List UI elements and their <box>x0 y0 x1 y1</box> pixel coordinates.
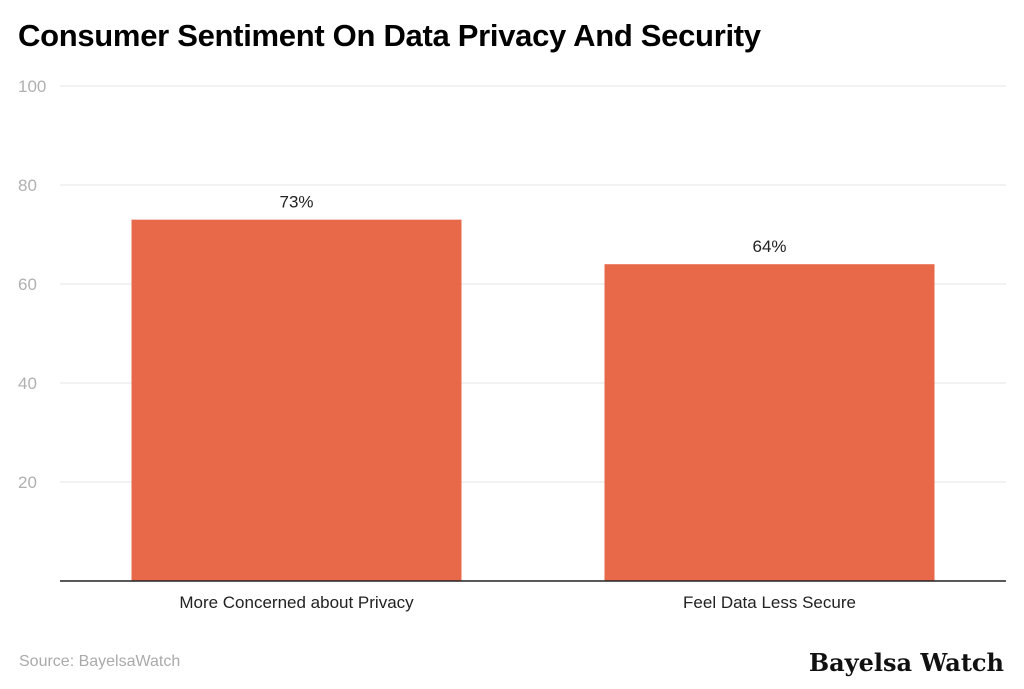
y-tick-label: 60 <box>18 275 37 294</box>
x-tick-label: More Concerned about Privacy <box>179 593 414 612</box>
y-tick-label: 40 <box>18 374 37 393</box>
brand-logo: Bayelsa Watch <box>808 648 1004 677</box>
bar <box>604 264 935 581</box>
x-tick-label: Feel Data Less Secure <box>683 593 856 612</box>
y-tick-label: 20 <box>18 473 37 492</box>
y-tick-label: 100 <box>18 77 46 96</box>
data-label: 64% <box>752 237 786 256</box>
y-tick-label: 80 <box>18 176 37 195</box>
data-label: 73% <box>279 193 313 212</box>
bar <box>131 219 462 581</box>
chart-title: Consumer Sentiment On Data Privacy And S… <box>18 18 761 53</box>
source-note: Source: BayelsaWatch <box>19 653 181 670</box>
